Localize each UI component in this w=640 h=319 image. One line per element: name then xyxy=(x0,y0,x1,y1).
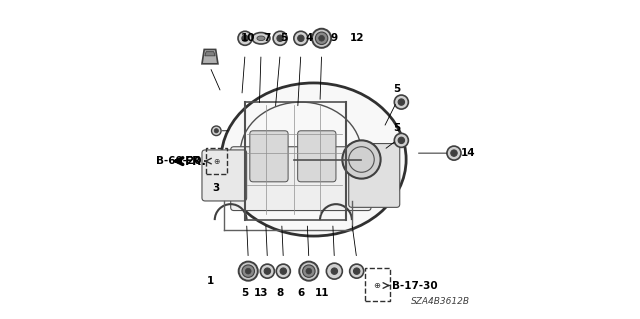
Circle shape xyxy=(300,262,319,281)
Circle shape xyxy=(316,32,328,44)
Circle shape xyxy=(306,268,312,274)
Text: B-60-20: B-60-20 xyxy=(156,156,202,166)
Circle shape xyxy=(294,31,308,45)
Text: 10: 10 xyxy=(241,33,255,43)
FancyBboxPatch shape xyxy=(298,131,336,182)
Text: 5: 5 xyxy=(241,288,249,299)
FancyBboxPatch shape xyxy=(230,147,371,211)
Circle shape xyxy=(394,95,408,109)
Text: FR.: FR. xyxy=(184,155,207,167)
Circle shape xyxy=(319,35,324,41)
Text: 5: 5 xyxy=(393,122,400,133)
Circle shape xyxy=(398,99,404,105)
Circle shape xyxy=(212,126,221,136)
Circle shape xyxy=(342,140,381,179)
Text: 14: 14 xyxy=(461,148,476,158)
Text: 5: 5 xyxy=(393,84,400,94)
Circle shape xyxy=(245,268,251,274)
Circle shape xyxy=(239,262,258,281)
Circle shape xyxy=(298,35,304,41)
Circle shape xyxy=(273,31,287,45)
Text: 9: 9 xyxy=(331,33,338,43)
Circle shape xyxy=(331,268,337,274)
Ellipse shape xyxy=(221,83,406,236)
Circle shape xyxy=(326,263,342,279)
Circle shape xyxy=(242,35,248,41)
Circle shape xyxy=(264,268,271,274)
Text: SZA4B3612B: SZA4B3612B xyxy=(411,297,470,306)
Text: 8: 8 xyxy=(276,288,284,299)
Circle shape xyxy=(214,129,218,133)
Circle shape xyxy=(349,264,364,278)
Text: 11: 11 xyxy=(314,288,329,299)
Text: 5: 5 xyxy=(280,33,287,43)
Text: ⊕: ⊕ xyxy=(374,281,381,290)
Circle shape xyxy=(303,265,315,277)
Text: 4: 4 xyxy=(305,33,312,43)
Circle shape xyxy=(280,268,287,274)
Circle shape xyxy=(276,264,291,278)
Ellipse shape xyxy=(257,36,265,41)
Circle shape xyxy=(353,268,360,274)
Circle shape xyxy=(238,31,252,45)
Text: 6: 6 xyxy=(297,288,305,299)
FancyBboxPatch shape xyxy=(202,150,246,201)
Text: B-17-30: B-17-30 xyxy=(392,280,437,291)
FancyBboxPatch shape xyxy=(250,131,288,182)
Ellipse shape xyxy=(252,33,270,44)
Text: 13: 13 xyxy=(253,288,268,299)
Circle shape xyxy=(394,133,408,147)
Text: 7: 7 xyxy=(264,33,271,43)
FancyBboxPatch shape xyxy=(349,144,400,207)
Circle shape xyxy=(312,29,331,48)
Text: 1: 1 xyxy=(206,276,214,286)
Text: 12: 12 xyxy=(349,33,364,43)
Polygon shape xyxy=(205,52,215,56)
Circle shape xyxy=(277,35,284,41)
Circle shape xyxy=(398,137,404,144)
Polygon shape xyxy=(202,49,218,64)
Circle shape xyxy=(447,146,461,160)
Circle shape xyxy=(451,150,457,156)
Text: 3: 3 xyxy=(212,183,220,193)
Circle shape xyxy=(242,265,255,277)
Text: ⊕: ⊕ xyxy=(213,157,220,166)
Circle shape xyxy=(260,264,275,278)
